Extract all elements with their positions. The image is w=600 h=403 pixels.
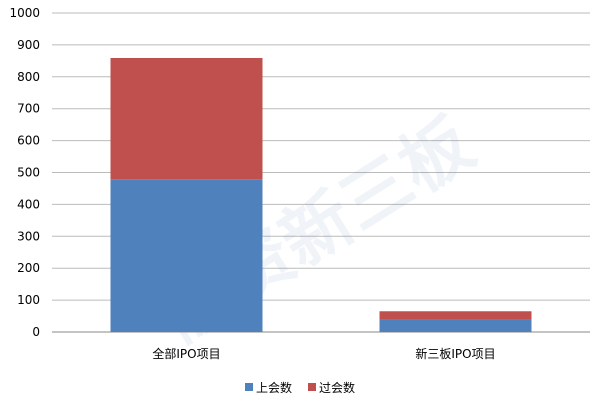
legend-swatch [308,383,316,391]
y-tick-label: 900 [17,38,40,52]
legend-swatch [245,383,253,391]
bar-segment [379,311,532,320]
y-tick-label: 800 [17,70,40,84]
y-tick-label: 200 [17,261,40,275]
x-tick-label: 新三板IPO项目 [415,346,495,361]
y-tick-label: 100 [17,293,40,307]
bar-segment [110,179,263,332]
y-tick-label: 400 [17,197,40,211]
bar-segment [379,319,532,332]
y-tick-label: 0 [32,325,40,339]
x-tick-label: 全部IPO项目 [152,346,220,361]
y-tick-label: 1000 [9,6,40,20]
y-tick-label: 600 [17,134,40,148]
y-tick-label: 500 [17,166,40,180]
bar-segment [110,57,263,180]
legend-label: 过会数 [319,380,355,395]
y-tick-label: 300 [17,229,40,243]
legend-label: 上会数 [256,380,292,395]
y-tick-label: 700 [17,102,40,116]
